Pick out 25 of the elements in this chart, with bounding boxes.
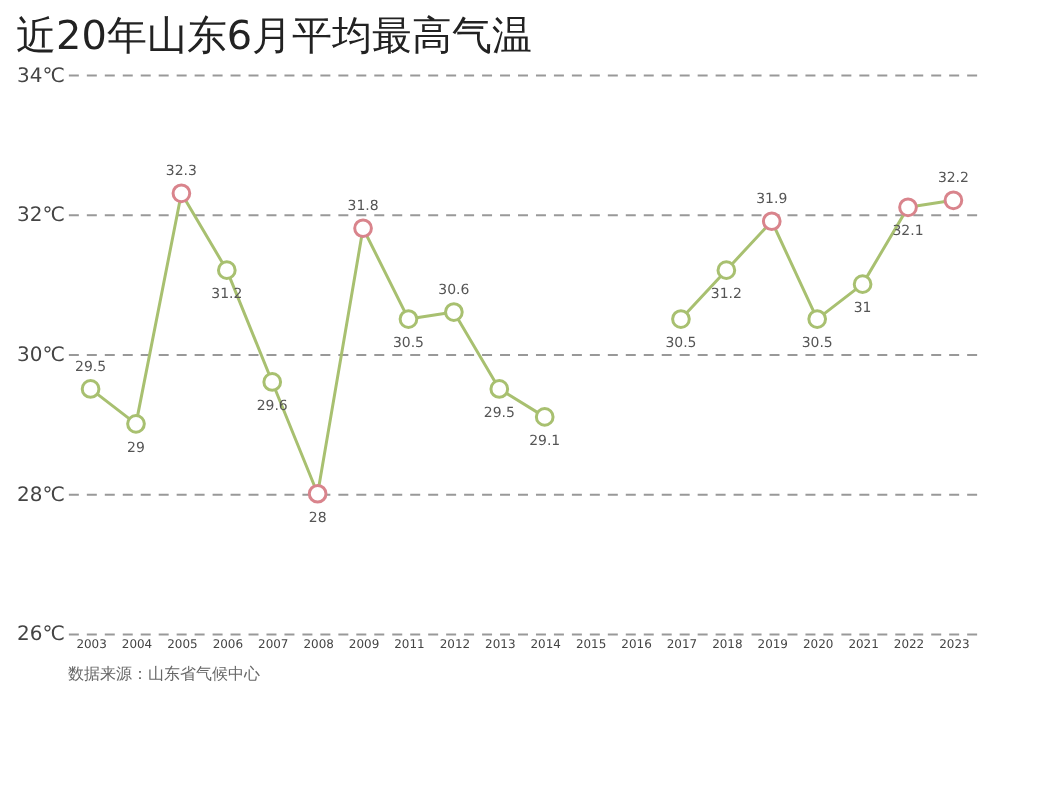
point [852, 274, 873, 294]
y-tick-label: 26℃ [17, 624, 65, 647]
point [353, 218, 373, 239]
point [761, 211, 782, 232]
source-note: 数据来源：山东省气候中心 [67, 665, 260, 684]
point [171, 183, 192, 204]
point [534, 407, 555, 427]
point [898, 197, 918, 218]
point [807, 309, 828, 329]
point [398, 309, 419, 329]
point [444, 302, 464, 322]
point [126, 414, 146, 434]
point [671, 309, 691, 329]
point [216, 260, 237, 280]
point [307, 483, 328, 504]
y-tick-label: 32℃ [17, 205, 65, 228]
chart-title: 近20年山东6月平均最高气温 [16, 10, 533, 59]
y-tick-label: 30℃ [17, 344, 65, 367]
point [716, 260, 737, 280]
y-tick-label: 28℃ [17, 484, 65, 507]
point [489, 379, 510, 399]
point [80, 379, 101, 399]
point [943, 190, 964, 211]
y-tick-label: 34℃ [17, 65, 65, 88]
point [262, 372, 283, 392]
